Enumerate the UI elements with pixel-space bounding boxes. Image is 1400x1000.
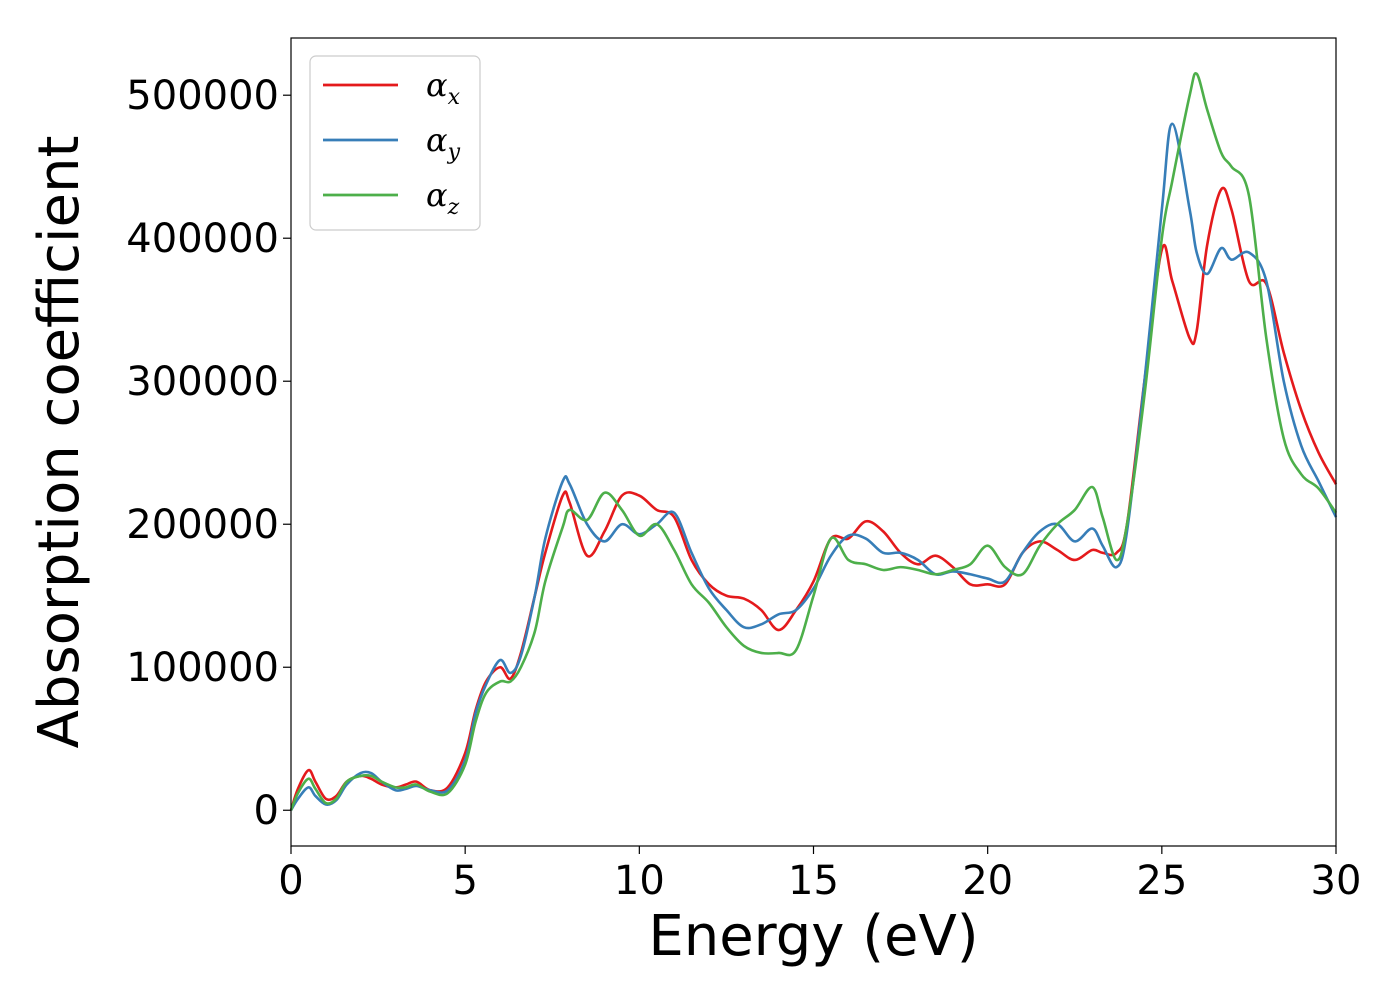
- legend-label-y: αy: [426, 121, 461, 165]
- x-axis: 0 5 10 15 20 25 30: [278, 846, 1361, 904]
- x-tick-label: 25: [1136, 858, 1187, 904]
- plot-lines: [289, 71, 1338, 811]
- series-line-x: [289, 186, 1338, 811]
- series-line-z: [289, 71, 1338, 811]
- x-tick-label: 10: [614, 858, 665, 904]
- x-tick-label: 5: [452, 858, 477, 904]
- x-tick-label: 20: [962, 858, 1013, 904]
- y-tick-label: 400000: [126, 216, 279, 262]
- y-axis-title: Absorption coefficient: [27, 136, 92, 749]
- x-axis-title: Energy (eV): [648, 904, 978, 969]
- y-axis: 0 100000 200000 300000 400000 500000: [126, 73, 291, 834]
- legend: αx αy αz: [309, 55, 481, 231]
- y-tick-label: 0: [254, 788, 279, 834]
- legend-label-z: αz: [426, 176, 460, 220]
- y-tick-label: 300000: [126, 359, 279, 405]
- x-tick-label: 15: [788, 858, 839, 904]
- y-tick-label: 200000: [126, 502, 279, 548]
- y-tick-label: 500000: [126, 73, 279, 119]
- x-tick-label: 0: [278, 858, 303, 904]
- legend-box: [309, 55, 481, 231]
- legend-label-x: αx: [426, 66, 461, 110]
- y-tick-label: 100000: [126, 645, 279, 691]
- x-tick-label: 30: [1311, 858, 1362, 904]
